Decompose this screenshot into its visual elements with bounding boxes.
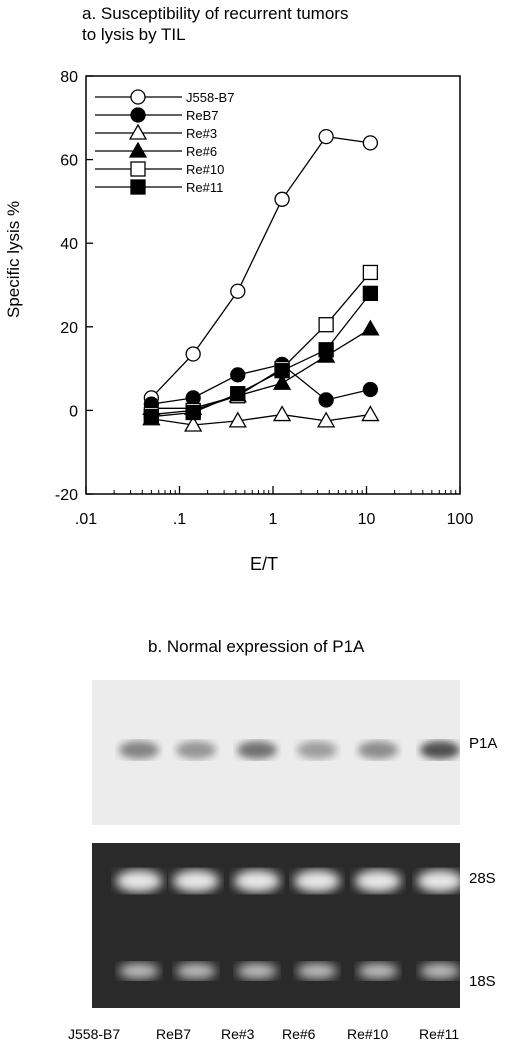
legend-marker [128,123,148,140]
band-28s [234,870,280,892]
data-point-1 [362,381,379,398]
p1a-band [176,741,216,759]
data-point-4 [362,264,379,281]
y-tick-label: 20 [60,320,78,337]
y-tick-label: 0 [69,403,78,420]
p1a-band [237,741,277,759]
x-tick-label: 10 [358,511,376,528]
band-28s [417,870,463,892]
p1a-band [297,741,337,759]
legend-marker [130,107,146,123]
band-18s [358,963,398,979]
series-line-4 [151,272,371,416]
band-18s [297,963,337,979]
data-point-2 [317,411,336,428]
x-tick-label: .1 [173,511,186,528]
legend-marker [130,179,146,195]
legend-entry: Re#3 [186,126,217,141]
lane-label: J558-B7 [68,1026,121,1042]
p1a-band [119,741,159,759]
data-point-5 [230,386,246,402]
band-28s [116,870,162,892]
data-point-5 [274,363,290,379]
lane-label: ReB7 [156,1026,192,1042]
data-point-0 [230,283,246,299]
p1a-band [358,741,398,759]
lane-label: Re#11 [419,1026,460,1042]
legend-entry: Re#6 [186,144,217,159]
band-18s [176,963,216,979]
lysis-chart: -20 0 20 40 60 80 .01 .1 1 10 100 J558-B7 ReB7 Re#3 R… [55,69,474,528]
data-point-0 [274,191,290,207]
data-point-4 [318,317,334,333]
band-label-28s: 28S [469,870,496,887]
legend-entry: Re#10 [186,162,224,177]
band-28s [355,870,401,892]
band-18s [237,963,277,979]
band-18s [119,963,159,979]
p1a-band [420,741,460,759]
legend-marker [128,141,148,158]
legend-entry: ReB7 [186,108,219,123]
x-axis-label: E/T [250,554,279,574]
p1a-blot [92,680,460,825]
series-line-0 [150,135,371,399]
series-line-3 [151,328,371,409]
data-point-0 [362,135,379,151]
data-point-5 [318,342,334,358]
y-tick-label: 40 [60,236,78,253]
data-point-3 [361,319,380,336]
series-line-2 [151,413,371,426]
panel-a-title: a. Susceptibility of recurrent tumors to… [82,4,349,44]
rrna-gel [92,843,463,1008]
legend-marker [130,89,146,105]
lane-label: Re#10 [347,1026,389,1042]
x-tick-label: 100 [447,511,474,528]
y-tick-label: 80 [60,69,78,86]
data-point-2 [361,405,380,422]
panel-b-title: b. Normal expression of P1A [148,637,365,656]
data-point-1 [318,392,334,408]
band-28s [294,870,340,892]
data-point-5 [362,285,379,302]
series-line-1 [151,363,371,405]
data-point-1 [230,367,246,383]
lane-label: Re#3 [221,1026,255,1042]
data-point-5 [143,409,160,425]
band-label-p1a: P1A [469,735,498,752]
band-label-18s: 18S [469,973,496,990]
data-point-3 [272,373,292,390]
data-point-5 [185,404,201,421]
band-28s [173,870,219,892]
data-point-2 [272,405,292,422]
data-point-0 [318,128,334,145]
band-18s [420,963,460,979]
x-tick-label: .01 [75,511,97,528]
lane-label: Re#6 [282,1026,316,1042]
legend-entry: J558-B7 [186,90,234,105]
y-tick-label: -20 [55,487,78,504]
data-point-2 [184,415,203,432]
legend-marker [130,161,146,177]
y-tick-label: 60 [60,153,78,170]
data-point-2 [228,411,247,428]
legend-entry: Re#11 [186,180,223,195]
data-point-0 [185,346,201,362]
x-tick-label: 1 [269,511,278,528]
